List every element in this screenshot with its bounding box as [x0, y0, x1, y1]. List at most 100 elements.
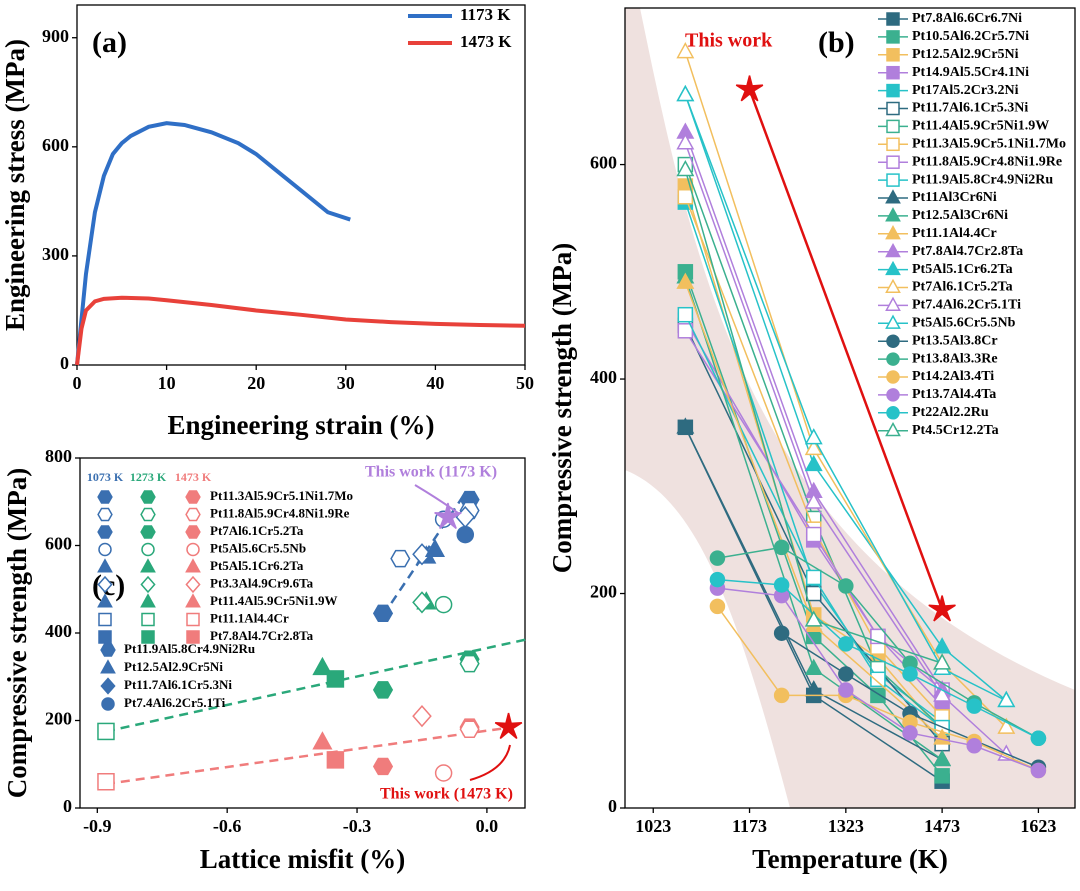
- legend-label: Pt4.5Cr12.2Ta: [912, 423, 999, 438]
- legend-label: Pt12.5Al3Cr6Ni: [912, 208, 1008, 223]
- legend-marker: [97, 593, 113, 608]
- x-tick-label: -0.3: [343, 816, 372, 836]
- marker: [870, 671, 886, 688]
- marker: [326, 670, 345, 688]
- legend-marker: [886, 12, 900, 26]
- y-axis-label: Compressive strength (MPa): [2, 468, 32, 798]
- marker: [424, 538, 446, 558]
- marker: [838, 578, 854, 594]
- legend-marker: [886, 65, 900, 80]
- star: [735, 75, 764, 102]
- legend-label: Pt13.8Al3.3Re: [912, 351, 998, 366]
- legend-marker: [886, 173, 900, 187]
- marker: [434, 764, 453, 782]
- x-axis-label: Lattice misfit (%): [200, 844, 405, 874]
- legend-marker: [100, 643, 116, 657]
- marker: [997, 717, 1016, 734]
- plot-frame: [624, 7, 1076, 809]
- y-tick-label: 800: [45, 446, 72, 466]
- marker: [677, 323, 694, 339]
- legend-label: Pt5Al5.1Cr6.2Ta: [912, 262, 1013, 277]
- marker: [966, 738, 982, 754]
- legend-marker: [186, 630, 200, 644]
- legend-marker: [886, 334, 900, 348]
- marker: [677, 188, 694, 205]
- annotation: This work (1473 K): [380, 786, 513, 803]
- marker: [676, 159, 695, 177]
- marker: [372, 604, 394, 623]
- y-tick-label: 0: [608, 796, 617, 816]
- legend-marker: [885, 260, 901, 276]
- legend-marker: [885, 296, 901, 311]
- x-tick-label: 10: [158, 373, 176, 393]
- legend-label: 1173 K: [460, 5, 511, 24]
- series-line: [684, 142, 1007, 755]
- x-tick-label: 1023: [635, 816, 671, 836]
- x-tick-label: -0.9: [83, 816, 112, 836]
- y-tick-label: 0: [60, 353, 69, 373]
- legend-label: Pt5Al5.6Cr5.5Nb: [912, 316, 1016, 331]
- legend-marker: [140, 558, 156, 573]
- legend-label: Pt7Al6.1Cr5.2Ta: [912, 280, 1013, 295]
- legend-label: Pt11.7Al6.1Cr5.3Ni: [124, 677, 232, 692]
- legend-label: Pt22Al2.2Ru: [912, 405, 989, 420]
- legend-label: Pt11.8Al5.9Cr4.8Ni1.9Re: [210, 505, 350, 520]
- x-axis-label: Engineering strain (%): [168, 410, 435, 440]
- legend-label: Pt7Al6.1Cr5.2Ta: [210, 523, 304, 538]
- legend-marker: [97, 490, 113, 504]
- legend-marker: [885, 242, 901, 258]
- legend-header: 1273 K: [130, 470, 167, 484]
- y-tick-label: 900: [42, 26, 69, 46]
- legend-marker: [886, 406, 900, 420]
- x-tick-label: 40: [426, 373, 444, 393]
- arrow: [469, 744, 511, 781]
- legend-label: Pt11.9Al5.8Cr4.9Ni2Ru: [124, 641, 255, 656]
- legend-label: Pt10.5Al6.2Cr5.7Ni: [912, 29, 1029, 44]
- legend-marker: [886, 155, 900, 169]
- marker: [459, 720, 480, 738]
- marker: [997, 690, 1016, 708]
- x-tick-label: 0.0: [476, 816, 499, 836]
- fit-line: [105, 725, 514, 786]
- legend-marker: [886, 30, 900, 44]
- series-line: [684, 94, 1007, 702]
- legend-label: Pt13.5Al3.8Cr: [912, 333, 998, 348]
- marker: [312, 731, 333, 750]
- marker: [456, 525, 475, 544]
- marker: [412, 704, 432, 728]
- legend-marker: [885, 421, 901, 437]
- legend-marker: [100, 677, 116, 695]
- legend-label: Pt11.9Al5.8Cr4.9Ni2Ru: [912, 172, 1053, 187]
- legend-label: Pt7.4Al6.2Cr5.1Ti: [124, 695, 226, 710]
- y-tick-label: 200: [590, 582, 617, 602]
- legend-label: Pt13.7Al4.4Ta: [912, 387, 996, 402]
- legend-marker: [885, 225, 901, 240]
- legend-label: 1473 K: [460, 32, 512, 51]
- curve: [75, 295, 526, 366]
- legend-label: Pt14.9Al5.5Cr4.1Ni: [912, 65, 1029, 80]
- marker: [805, 526, 822, 543]
- x-tick-label: 1323: [828, 816, 864, 836]
- legend-marker: [140, 525, 156, 539]
- legend-marker: [100, 659, 116, 674]
- marker: [933, 653, 952, 670]
- x-tick-label: 1173: [732, 816, 767, 836]
- y-tick-label: 600: [45, 534, 72, 554]
- series-line: [717, 578, 1039, 739]
- marker: [676, 42, 695, 59]
- legend-label: Pt17Al5.2Cr3.2Ni: [912, 83, 1019, 98]
- marker: [709, 598, 726, 615]
- legend-label: Pt11Al3Cr6Ni: [912, 190, 997, 205]
- marker: [773, 539, 790, 556]
- marker: [838, 636, 854, 652]
- marker: [773, 625, 790, 641]
- marker: [773, 687, 790, 704]
- legend-marker: [97, 507, 113, 522]
- x-tick-label: 30: [337, 373, 355, 393]
- legend-marker: [140, 507, 156, 522]
- legend-marker: [98, 542, 112, 557]
- y-axis-label: Engineering stress (MPa): [0, 39, 30, 331]
- legend-header: 1073 K: [87, 470, 124, 484]
- y-tick-label: 300: [42, 244, 69, 264]
- marker: [97, 722, 115, 741]
